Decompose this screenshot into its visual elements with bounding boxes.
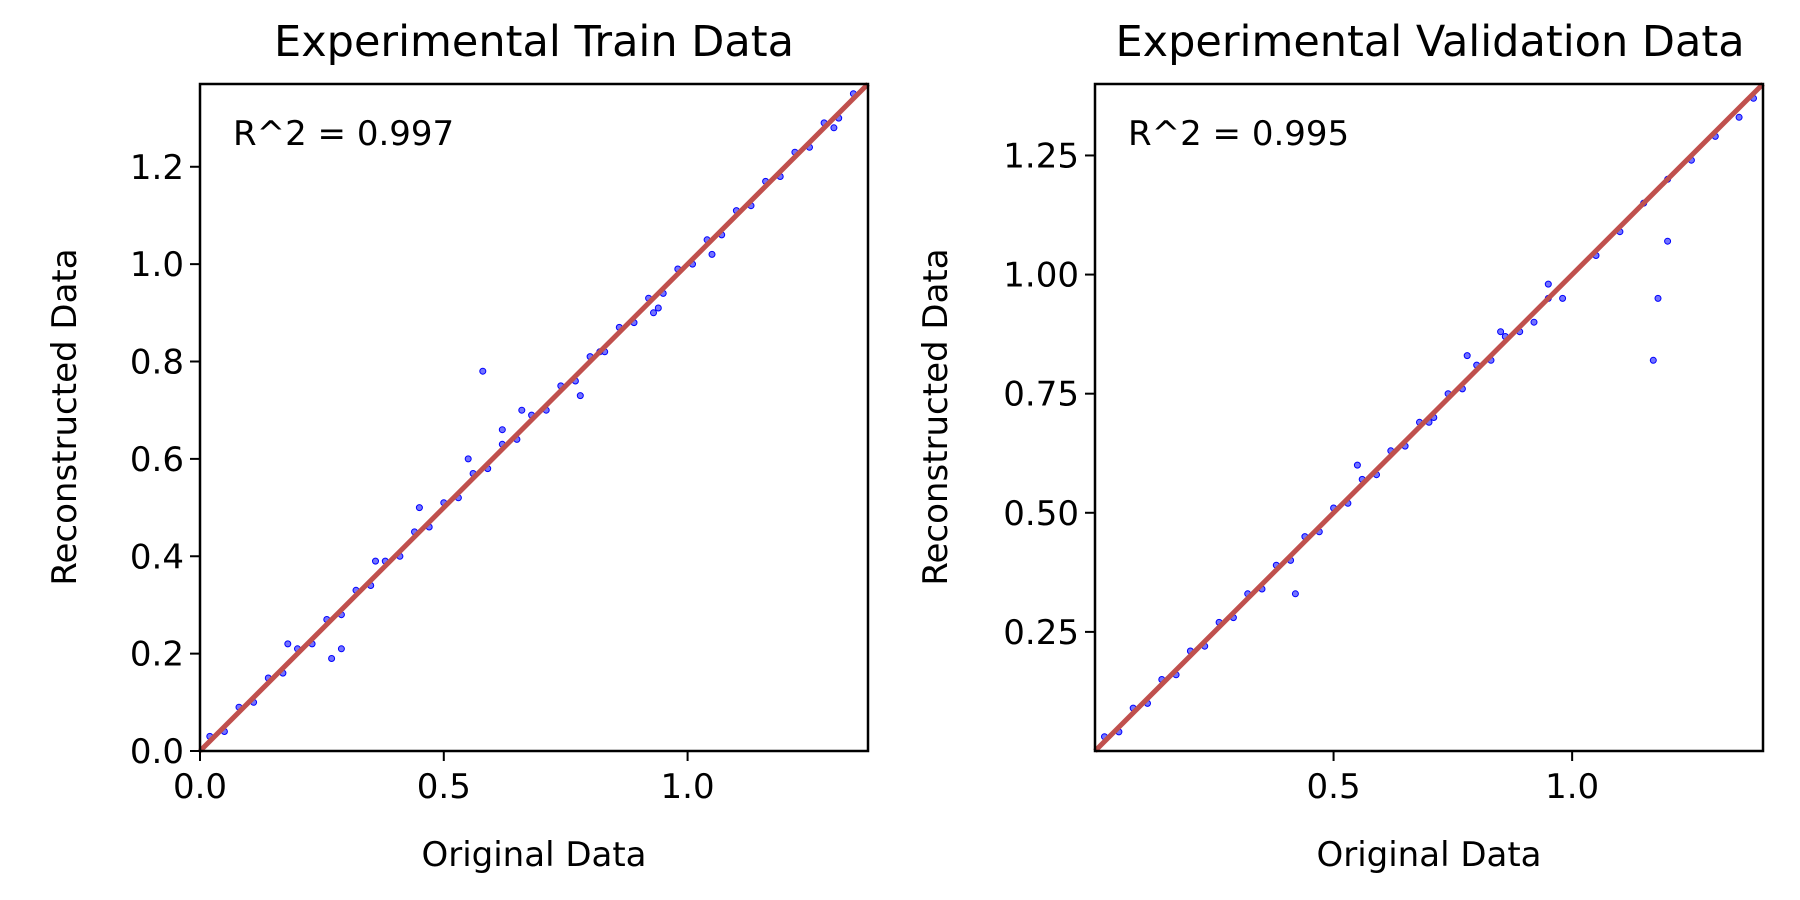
y-axis-label: Reconstructed Data xyxy=(45,248,85,585)
chart-title: Experimental Train Data xyxy=(274,17,794,67)
x-tick-label: 0.5 xyxy=(417,767,471,807)
data-point xyxy=(1530,318,1538,326)
fit-line xyxy=(198,82,870,753)
axes-frame xyxy=(1093,82,1765,753)
data-point xyxy=(328,655,336,662)
r-squared-annotation: R^2 = 0.997 xyxy=(233,114,454,154)
y-tick-label: 0.8 xyxy=(130,343,184,383)
y-axis-label: Reconstructed Data xyxy=(916,248,956,585)
x-tick-label: 1.0 xyxy=(1545,767,1599,807)
y-tick-label: 1.00 xyxy=(1003,256,1079,296)
y-tick-label: 0.2 xyxy=(130,635,184,675)
data-point xyxy=(1291,590,1299,598)
data-point xyxy=(708,250,716,258)
y-tick-label: 1.2 xyxy=(130,148,184,188)
chart-title: Experimental Validation Data xyxy=(1115,17,1744,67)
axes-frame xyxy=(198,82,870,753)
y-tick-label: 0.4 xyxy=(130,537,184,577)
x-axis-ticks: 0.5 1.0 xyxy=(1307,751,1599,807)
data-point xyxy=(1463,352,1471,360)
y-tick-label: 0.25 xyxy=(1003,613,1079,653)
data-point xyxy=(1544,280,1552,288)
validation-panel: Experimental Validation Data 0.5 1.0 0.25… xyxy=(916,17,1765,875)
data-point xyxy=(1649,356,1657,364)
fit-line xyxy=(1093,82,1765,753)
plot-area xyxy=(1093,82,1765,753)
data-point xyxy=(518,406,526,414)
y-tick-label: 0.50 xyxy=(1003,494,1079,534)
data-point xyxy=(498,426,506,434)
scatter-points xyxy=(206,90,857,740)
data-point xyxy=(1497,328,1505,336)
y-tick-label: 1.25 xyxy=(1003,136,1079,176)
data-point xyxy=(1353,461,1361,469)
data-point xyxy=(650,309,657,317)
data-point xyxy=(372,557,379,565)
y-tick-label: 0.75 xyxy=(1003,375,1079,415)
x-axis-ticks: 0.0 0.5 1.0 xyxy=(173,751,715,807)
x-axis-label: Original Data xyxy=(1316,835,1541,875)
data-point xyxy=(337,645,345,653)
data-point xyxy=(830,124,838,132)
data-point xyxy=(284,640,292,648)
x-tick-label: 0.5 xyxy=(1307,767,1361,807)
data-point xyxy=(479,367,487,375)
y-tick-label: 0.0 xyxy=(130,732,184,772)
r-squared-annotation: R^2 = 0.995 xyxy=(1128,114,1349,154)
data-point xyxy=(576,392,584,400)
x-tick-label: 1.0 xyxy=(661,767,715,807)
data-point xyxy=(1664,237,1672,245)
data-point xyxy=(464,455,472,463)
data-point xyxy=(1654,294,1662,302)
train-panel: Experimental Train Data 0.0 0.5 1.0 0.0 0.2… xyxy=(45,17,870,875)
x-tick-label: 0.0 xyxy=(173,767,227,807)
y-axis-ticks: 0.25 0.50 0.75 1.00 1.25 xyxy=(1003,136,1095,653)
y-tick-label: 1.0 xyxy=(130,245,184,285)
y-axis-ticks: 0.0 0.2 0.4 0.6 0.8 1.0 1.2 xyxy=(130,148,200,772)
plot-area xyxy=(198,82,870,753)
x-axis-label: Original Data xyxy=(421,835,646,875)
data-point xyxy=(1559,294,1567,302)
y-tick-label: 0.6 xyxy=(130,440,184,480)
data-point xyxy=(415,504,423,512)
data-point xyxy=(1735,113,1743,121)
data-point xyxy=(654,304,662,312)
